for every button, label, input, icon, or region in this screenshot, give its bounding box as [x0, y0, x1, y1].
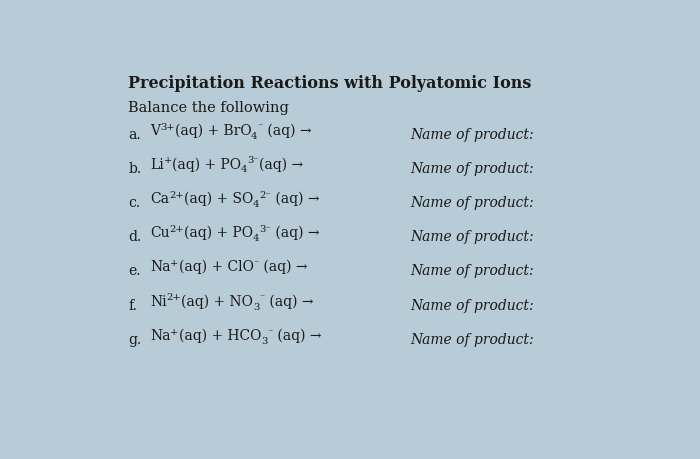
Text: 4: 4: [241, 165, 247, 174]
Text: (aq) →: (aq) →: [263, 123, 312, 138]
Text: 2⁻: 2⁻: [259, 190, 271, 199]
Text: d.: d.: [128, 230, 141, 243]
Text: 4: 4: [253, 199, 259, 208]
Text: V: V: [150, 123, 160, 138]
Text: Ni: Ni: [150, 294, 167, 308]
Text: Balance the following: Balance the following: [128, 101, 289, 115]
Text: (aq) + PO: (aq) + PO: [184, 225, 253, 240]
Text: 3⁻: 3⁻: [247, 156, 259, 165]
Text: 3: 3: [253, 302, 260, 311]
Text: 3: 3: [261, 336, 267, 346]
Text: (aq) →: (aq) →: [265, 294, 313, 308]
Text: ⁻: ⁻: [258, 123, 263, 131]
Text: Name of product:: Name of product:: [410, 333, 534, 347]
Text: 4: 4: [253, 233, 260, 242]
Text: 2+: 2+: [169, 224, 184, 233]
Text: e.: e.: [128, 263, 141, 278]
Text: Name of product:: Name of product:: [410, 161, 534, 175]
Text: Name of product:: Name of product:: [410, 263, 534, 278]
Text: +: +: [170, 258, 178, 268]
Text: +: +: [170, 327, 178, 336]
Text: (aq) →: (aq) →: [259, 157, 303, 171]
Text: c.: c.: [128, 196, 140, 209]
Text: (aq) + HCO: (aq) + HCO: [178, 328, 261, 342]
Text: 2+: 2+: [169, 190, 183, 199]
Text: 3⁻: 3⁻: [260, 224, 272, 233]
Text: (aq) + ClO: (aq) + ClO: [178, 259, 253, 274]
Text: Ca: Ca: [150, 191, 169, 206]
Text: 4: 4: [251, 131, 258, 140]
Text: Name of product:: Name of product:: [410, 298, 534, 312]
Text: (aq) + BrO: (aq) + BrO: [174, 123, 251, 138]
Text: g.: g.: [128, 333, 141, 347]
Text: Li: Li: [150, 157, 164, 171]
Text: Cu: Cu: [150, 225, 169, 240]
Text: (aq) →: (aq) →: [272, 328, 321, 342]
Text: a.: a.: [128, 128, 141, 141]
Text: +: +: [164, 156, 172, 165]
Text: 2+: 2+: [167, 293, 181, 302]
Text: Name of product:: Name of product:: [410, 128, 534, 141]
Text: (aq) →: (aq) →: [272, 225, 320, 240]
Text: Na: Na: [150, 260, 170, 274]
Text: Name of product:: Name of product:: [410, 196, 534, 209]
Text: Name of product:: Name of product:: [410, 230, 534, 243]
Text: b.: b.: [128, 161, 141, 175]
Text: ⁻: ⁻: [260, 293, 265, 302]
Text: (aq) →: (aq) →: [259, 259, 307, 274]
Text: (aq) + SO: (aq) + SO: [183, 191, 253, 206]
Text: (aq) + NO: (aq) + NO: [181, 294, 253, 308]
Text: ⁻: ⁻: [253, 258, 259, 268]
Text: Precipitation Reactions with Polyatomic Ions: Precipitation Reactions with Polyatomic …: [128, 74, 531, 91]
Text: (aq) + PO: (aq) + PO: [172, 157, 241, 171]
Text: f.: f.: [128, 298, 137, 312]
Text: Na: Na: [150, 329, 170, 342]
Text: 3+: 3+: [160, 123, 174, 131]
Text: ⁻: ⁻: [267, 327, 272, 336]
Text: (aq) →: (aq) →: [271, 191, 319, 206]
